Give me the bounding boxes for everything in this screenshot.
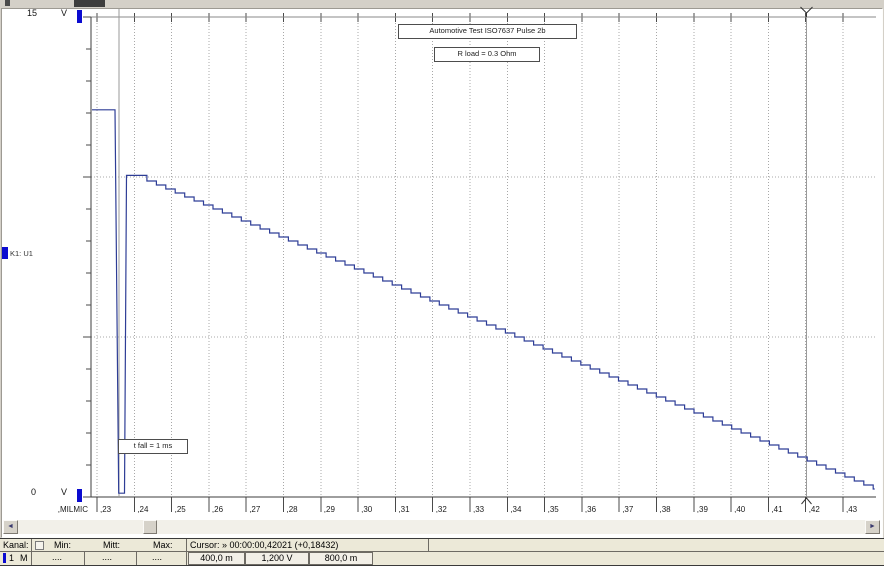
titlebar-fragment-text — [74, 0, 105, 7]
channel-min-value: .... — [52, 552, 63, 562]
x-tick-label: ,26 — [212, 505, 224, 514]
x-tick-label: ,40 — [734, 505, 746, 514]
cursor-delta-value: 800,0 m — [309, 552, 373, 565]
scrollbar-right-arrow[interactable]: ► — [865, 520, 880, 534]
channel-name-label[interactable]: K1: U1 — [10, 249, 33, 258]
x-tick-label: ,38 — [660, 505, 672, 514]
window-titlebar-fragment — [0, 0, 884, 8]
x-tick-label: ,39 — [697, 505, 709, 514]
x-tick-label: ,23 — [100, 505, 112, 514]
x-tick-label: ,41 — [771, 505, 783, 514]
y-axis-max-label: 15 — [27, 8, 38, 18]
channel-number[interactable]: 1 — [9, 553, 15, 563]
scrollbar-thumb[interactable] — [143, 520, 157, 534]
x-tick-label: ,34 — [510, 505, 522, 514]
annotation-tfall-box[interactable]: t fall = 1 ms — [118, 439, 188, 454]
x-tick-label: ,33 — [473, 505, 485, 514]
cursor-readout-header: Cursor: » 00:00:00,42021 (+0,18432) — [190, 540, 339, 550]
horizontal-scrollbar[interactable]: ◄ ► — [3, 520, 880, 534]
x-tick-label: ,29 — [324, 505, 336, 514]
cursor-marker-top[interactable] — [800, 6, 813, 17]
x-tick-label: ,32 — [436, 505, 448, 514]
table-header-min: Min: — [54, 540, 72, 550]
table-divider — [31, 539, 32, 565]
x-tick-label: ,43 — [846, 505, 858, 514]
x-tick-label: ,24 — [137, 505, 149, 514]
titlebar-fragment-mark — [5, 0, 10, 6]
x-tick-label: ,27 — [249, 505, 261, 514]
x-tick-label: ,28 — [287, 505, 299, 514]
cursor-right-value: 1,200 V — [245, 552, 309, 565]
x-tick-label: ,30 — [361, 505, 373, 514]
y-axis-unit-bottom: V — [61, 487, 68, 497]
y-axis-top-handle[interactable] — [77, 10, 82, 23]
x-tick-label: ,31 — [398, 505, 410, 514]
cursor-left-value: 400,0 m — [188, 552, 245, 565]
table-header-max: Max: — [153, 540, 173, 550]
scrollbar-left-arrow[interactable]: ◄ — [3, 520, 18, 534]
annotation-title-box[interactable]: Automotive Test ISO7637 Pulse 2b — [398, 24, 577, 39]
table-divider — [186, 539, 187, 565]
x-tick-label: ,35 — [548, 505, 560, 514]
y-axis-min-label: 0 — [31, 487, 37, 497]
channel-max-value: .... — [152, 552, 163, 562]
channel-mode: M — [20, 553, 28, 563]
y-axis-unit-top: V — [61, 8, 68, 18]
annotation-rload-box[interactable]: R load = 0.3 Ohm — [434, 47, 540, 62]
channel-table: Kanal: Min: Mitt: Max: Cursor: » 00:00:0… — [0, 538, 884, 566]
plot-area: ,23 ,24 ,25 ,26 ,27 ,28 ,29 ,30 ,31 ,32 ,33 ,34 ,35,… — [58, 6, 876, 514]
x-tick-label: ,25 — [175, 505, 187, 514]
table-header-mitt: Mitt: — [103, 540, 120, 550]
table-row-divider — [0, 551, 884, 552]
x-tick-label: ,36 — [585, 505, 597, 514]
cursor-marker-bottom[interactable] — [801, 497, 812, 505]
table-divider — [136, 551, 137, 565]
table-header-kanal: Kanal: — [3, 540, 29, 550]
y-axis-bottom-handle[interactable] — [77, 489, 82, 502]
x-axis-unit-label: ,MILMIC — [58, 505, 88, 514]
x-tick-label: ,37 — [622, 505, 634, 514]
channel-mitt-value: .... — [102, 552, 113, 562]
channel-row-marker — [3, 553, 6, 563]
waveform-trace — [92, 109, 875, 494]
x-tick-label: ,42 — [809, 505, 821, 514]
channel-checkbox[interactable] — [35, 541, 44, 550]
table-divider — [428, 539, 429, 551]
table-divider — [84, 551, 85, 565]
channel-marker[interactable] — [2, 247, 8, 259]
